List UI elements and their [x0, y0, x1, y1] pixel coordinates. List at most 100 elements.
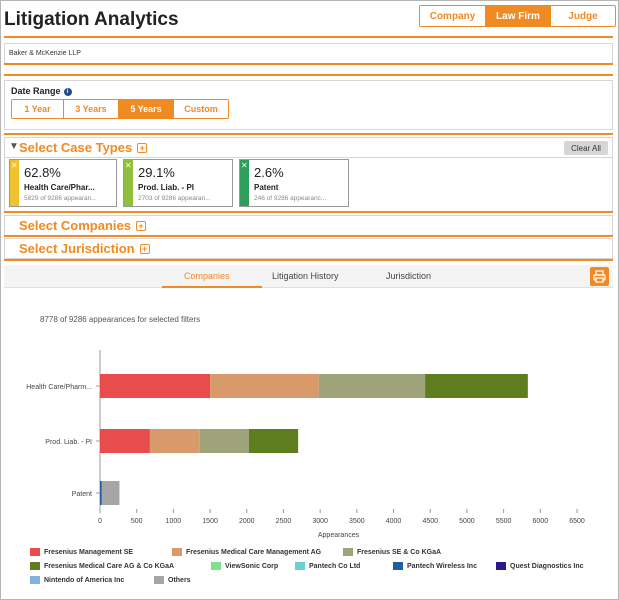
view-switcher: Company Law Firm Judge: [419, 5, 616, 27]
print-icon: [593, 270, 606, 283]
legend-label: Quest Diagnostics Inc: [510, 562, 584, 570]
x-tick-label: 2000: [239, 518, 255, 525]
bar-segment: [149, 429, 200, 453]
card-sub: 5829 of 9286 appearan...: [24, 195, 97, 202]
companies-divider: [4, 211, 613, 213]
x-tick-label: 1500: [202, 518, 218, 525]
x-tick-label: 4500: [422, 518, 438, 525]
case-types-header[interactable]: ▼ Select Case Types + Clear All: [4, 137, 613, 158]
x-tick-label: 3500: [349, 518, 365, 525]
x-axis-label: Appearances: [318, 532, 360, 539]
x-tick-label: 500: [131, 518, 143, 525]
card-sub: 246 of 9286 appearanc...: [254, 195, 327, 202]
card-color-bar: [10, 160, 19, 206]
bar-segment: [101, 481, 120, 505]
legend-label: Pantech Wireless Inc: [407, 562, 477, 570]
tab-law-firm[interactable]: Law Firm: [485, 6, 550, 26]
legend-item[interactable]: ViewSonic Corp: [211, 562, 278, 570]
clear-all-button[interactable]: Clear All: [564, 141, 608, 155]
legend-label: Fresenius Medical Care AG & Co KGaA: [44, 562, 175, 570]
expand-icon[interactable]: +: [137, 143, 148, 153]
results-tabs: Companies Litigation History Jurisdictio…: [4, 265, 613, 288]
x-tick-label: 5500: [496, 518, 512, 525]
legend-item[interactable]: Pantech Wireless Inc: [393, 562, 477, 570]
date-range-panel: Date Range i 1 Year 3 Years 5 Years Custo…: [4, 80, 613, 130]
legend-swatch: [154, 576, 164, 584]
legend-item[interactable]: Fresenius Medical Care Management AG: [172, 548, 321, 556]
legend-item[interactable]: Quest Diagnostics Inc: [496, 562, 584, 570]
case-types-title[interactable]: Select Case Types +: [19, 140, 148, 155]
bar-segment: [248, 429, 299, 453]
date-option-custom[interactable]: Custom: [173, 100, 228, 118]
legend-item[interactable]: Fresenius Medical Care AG & Co KGaA: [30, 562, 174, 570]
tab-judge[interactable]: Judge: [550, 6, 615, 26]
jurisdiction-header[interactable]: Select Jurisdiction +: [4, 238, 613, 259]
remove-icon[interactable]: ✕: [11, 161, 18, 170]
date-range-options: 1 Year 3 Years 5 Years Custom: [11, 99, 229, 119]
card-name: Health Care/Phar...: [24, 183, 95, 192]
tab-jurisdiction[interactable]: Jurisdiction: [386, 271, 432, 281]
case-type-cards: ✕ 62.8% Health Care/Phar... 5829 of 9286…: [4, 155, 613, 211]
card-percent: 2.6%: [254, 165, 284, 180]
expand-icon[interactable]: +: [139, 244, 150, 254]
legend-item[interactable]: Others: [154, 576, 191, 584]
legend-item[interactable]: Fresenius SE & Co KGaA: [343, 548, 441, 556]
legend-item[interactable]: Fresenius Management SE: [30, 548, 133, 556]
legend-label: Nintendo of America Inc: [44, 576, 125, 584]
jurisdiction-title[interactable]: Select Jurisdiction +: [19, 241, 150, 256]
case-types-divider: [4, 133, 613, 135]
legend-swatch: [393, 562, 403, 570]
jurisdiction-divider: [4, 235, 613, 237]
stacked-bar-chart: Health Care/Pharm... Prod. Liab. - PI Pate…: [26, 350, 585, 539]
case-type-card-health-care[interactable]: ✕ 62.8% Health Care/Phar... 5829 of 9286…: [9, 159, 117, 207]
companies-title[interactable]: Select Companies +: [19, 218, 146, 233]
card-percent: 29.1%: [138, 165, 175, 180]
date-option-1-year[interactable]: 1 Year: [12, 100, 63, 118]
bar-segment: [100, 481, 102, 505]
y-tick-label: Prod. Liab. - PI: [45, 439, 92, 446]
x-tick-label: 5000: [459, 518, 475, 525]
info-icon[interactable]: i: [63, 88, 72, 96]
legend-swatch: [343, 548, 353, 556]
case-type-card-patent[interactable]: ✕ 2.6% Patent 246 of 9286 appearanc...: [239, 159, 349, 207]
bar-segment: [100, 429, 150, 453]
x-tick-label: 1000: [166, 518, 182, 525]
bar-segment: [425, 374, 528, 398]
legend-item[interactable]: Pantech Co Ltd: [295, 562, 360, 570]
card-color-bar: [240, 160, 249, 206]
legend-label: Others: [168, 576, 191, 584]
legend-swatch: [30, 576, 40, 584]
legend-swatch: [172, 548, 182, 556]
card-name: Patent: [254, 183, 279, 192]
y-tick-label: Health Care/Pharm...: [26, 384, 92, 391]
legend-item[interactable]: Nintendo of America Inc: [30, 576, 124, 584]
header-divider: [4, 36, 613, 38]
firm-name-field[interactable]: Baker & McKenzie LLP: [4, 43, 613, 64]
tab-litigation-history[interactable]: Litigation History: [272, 271, 339, 281]
firm-divider: [4, 63, 613, 65]
y-tick-label: Patent: [72, 491, 92, 498]
remove-icon[interactable]: ✕: [125, 161, 132, 170]
x-tick-label: 4000: [386, 518, 402, 525]
chevron-down-icon[interactable]: ▼: [9, 141, 19, 152]
expand-icon[interactable]: +: [136, 221, 146, 231]
x-tick-label: 3000: [312, 518, 328, 525]
companies-header[interactable]: Select Companies +: [4, 215, 613, 236]
x-tick-label: 6500: [569, 518, 585, 525]
date-option-3-years[interactable]: 3 Years: [63, 100, 118, 118]
x-tick-label: 0: [98, 518, 102, 525]
date-option-5-years[interactable]: 5 Years: [118, 100, 173, 118]
case-type-card-prod-liab[interactable]: ✕ 29.1% Prod. Liab. - PI 2703 of 9286 ap…: [123, 159, 233, 207]
legend-label: Fresenius Management SE: [44, 548, 134, 556]
card-sub: 2703 of 9286 appearan...: [138, 195, 211, 202]
tab-companies[interactable]: Companies: [184, 271, 230, 281]
page-title: Litigation Analytics: [4, 9, 179, 30]
print-button[interactable]: [590, 267, 609, 286]
results-divider: [4, 259, 613, 261]
legend-swatch: [295, 562, 305, 570]
bar-segment: [210, 374, 319, 398]
active-tab-indicator: [162, 286, 262, 288]
tab-company[interactable]: Company: [420, 6, 485, 26]
remove-icon[interactable]: ✕: [241, 161, 248, 170]
x-tick-label: 2500: [276, 518, 292, 525]
